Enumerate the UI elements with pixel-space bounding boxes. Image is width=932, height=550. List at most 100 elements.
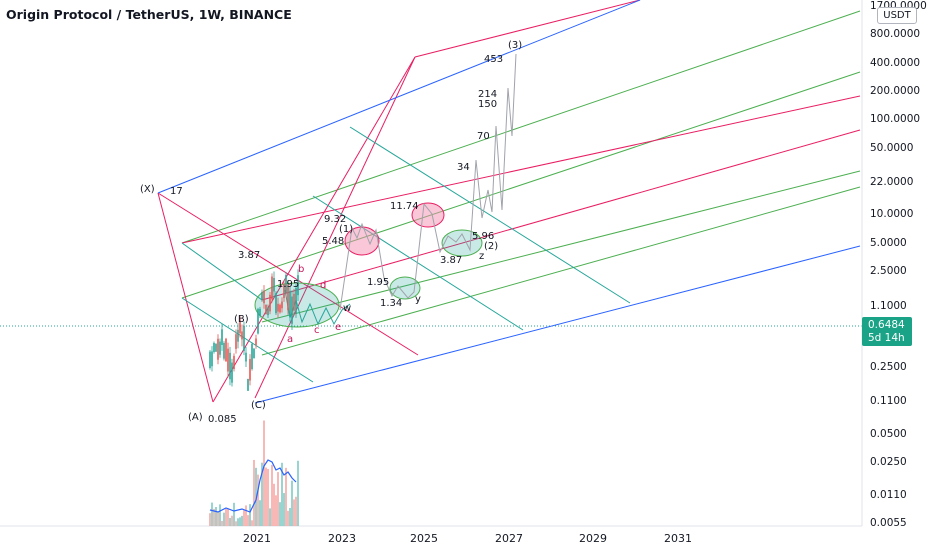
volume-bar [217,511,219,526]
wave-zigzag [284,289,351,326]
label-b: b [298,264,304,275]
last-price-value: 0.6484 [868,319,905,331]
volume-bar [263,420,265,526]
teal-lines [181,126,631,383]
price-scale[interactable]: 1700.0000800.0000400.0000200.0000100.000… [870,0,927,529]
volume-bar [223,512,225,526]
volume-bar [215,506,217,526]
volume-bar [249,504,251,526]
volume-bar [235,521,237,526]
time-tick-label: 2029 [579,532,607,545]
volume-bar [273,483,275,526]
price-tick-label: 22.0000 [870,176,913,188]
label-w: w [343,303,351,314]
volume-bar [297,460,299,526]
candle-body [281,301,283,309]
candle-body [289,290,291,317]
label-1174: 11.74 [390,201,419,212]
volume-bar [267,468,269,526]
label-134: 1.34 [380,298,402,309]
label-d: d [320,280,326,291]
time-tick-label: 2025 [410,532,438,545]
price-tick-label: 0.0055 [870,517,907,529]
candle-body [249,358,251,381]
volume-bar [243,510,245,526]
price-tick-label: 0.0500 [870,428,907,440]
volume-bar [295,496,297,526]
candle-body [287,284,289,311]
candle-body [231,362,233,383]
price-tick-label: 100.0000 [870,113,920,125]
volume-series [209,420,299,526]
candle-body [255,338,257,345]
candle-body [239,319,241,334]
volume-bar [257,474,259,526]
candle-body [235,334,237,349]
candle-body [225,338,227,362]
candle-body [261,292,263,300]
price-tick-label: 5.0000 [870,237,907,249]
volume-bar [231,515,233,526]
candle-body [245,352,247,362]
volume-bar [209,513,211,526]
currency-badge[interactable]: USDT [877,7,917,24]
candle-body [291,296,293,324]
label-214: 214 [478,89,497,100]
annotations: (X) 17 (A) 0.085 (B) (C) 3.87 b 1.95 d a… [140,40,522,425]
candle-body [271,276,273,300]
candle-body [293,293,295,311]
candle-body [215,343,217,352]
candle-body [259,308,261,317]
volume-bar [281,462,283,526]
candle-body [219,341,221,355]
price-tick-label: 200.0000 [870,85,920,97]
volume-ma-line [209,459,297,513]
price-tick-label: 400.0000 [870,57,920,69]
label-x: (X) [140,184,155,195]
price-tick-label: 1.1000 [870,300,907,312]
volume-bar [219,504,221,526]
candle-body [285,275,287,293]
time-tick-label: 2021 [243,532,271,545]
candle-body [267,307,269,316]
price-tick-label: 50.0000 [870,142,913,154]
candle-body [229,352,231,380]
candle-body [269,294,271,312]
pink-fork-lines [157,0,861,403]
volume-bar [233,502,235,526]
blue-channel-lines [157,0,861,404]
candle-body [273,278,275,292]
candle-body [297,275,299,296]
time-scale[interactable]: 2021 2023 2025 2027 2029 2031 [243,532,692,545]
candle-body [233,355,235,370]
candle-body [279,304,281,313]
label-a-wave: (A) [188,412,203,423]
volume-bar [279,502,281,526]
candle-body [253,348,255,359]
volume-bar [285,467,287,526]
label-2: (2) [484,241,498,252]
candle-body [227,348,229,372]
volume-bar [251,520,253,526]
volume-bar [283,493,285,526]
candle-body [277,303,279,312]
volume-bar [211,502,213,526]
volume-bar [255,467,257,526]
candle-body [257,308,259,334]
volume-bar [229,517,231,526]
label-387b: 3.87 [440,255,462,266]
time-tick-label: 2031 [664,532,692,545]
candle-body [221,329,223,345]
time-tick-label: 2023 [328,532,356,545]
projection-path [339,53,517,311]
volume-bar [213,508,215,526]
candle-body [223,342,225,359]
label-387: 3.87 [238,250,260,261]
volume-bar [253,459,255,526]
candle-body [237,329,239,342]
volume-bar [293,499,295,526]
volume-bar [277,472,279,526]
label-195b: 1.95 [367,277,389,288]
volume-bar [261,462,263,526]
